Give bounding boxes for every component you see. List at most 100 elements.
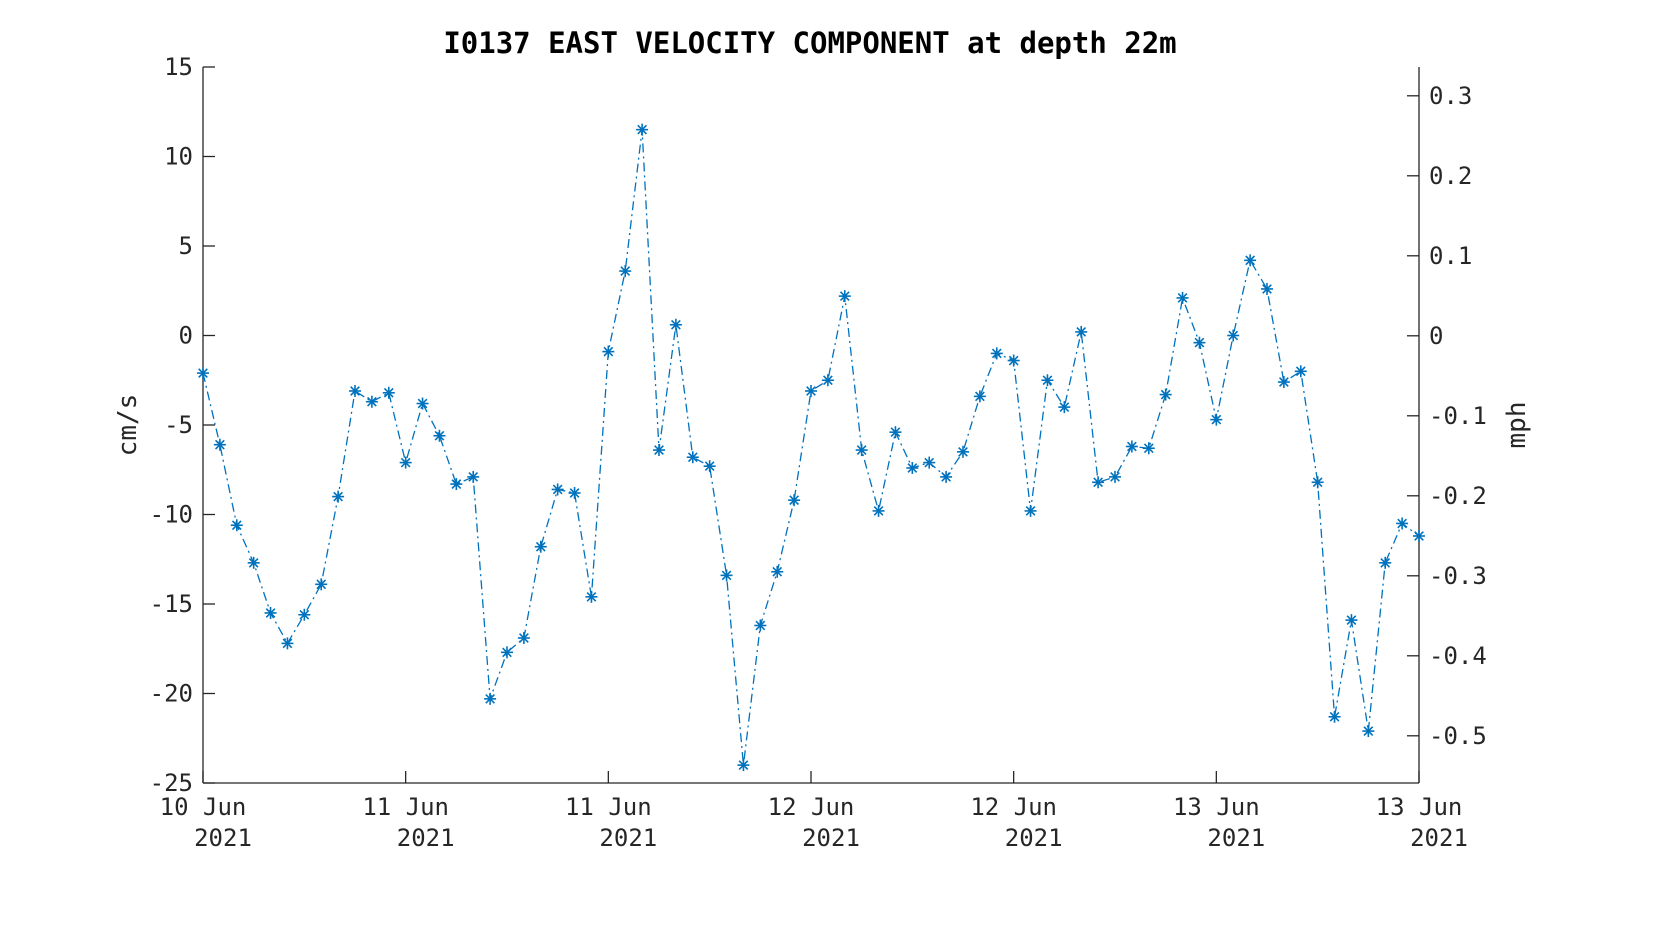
data-point-marker	[1362, 725, 1375, 738]
data-point-marker	[889, 426, 902, 439]
data-point-marker	[1413, 529, 1425, 542]
data-point-marker	[703, 460, 716, 473]
data-point-marker	[568, 487, 581, 500]
left-tick-label: 0	[179, 322, 193, 350]
data-point-marker	[382, 386, 395, 399]
data-point-marker	[315, 578, 328, 591]
data-point-marker	[1125, 440, 1138, 453]
data-point-marker	[821, 374, 834, 387]
series-line	[202, 129, 1420, 766]
data-point-marker	[805, 384, 817, 397]
right-tick-label: 0.2	[1429, 162, 1472, 190]
data-point-marker	[855, 444, 868, 457]
data-point-marker	[467, 470, 480, 483]
data-point-marker	[669, 318, 682, 331]
data-point-marker	[1075, 325, 1088, 338]
right-tick-label: -0.1	[1429, 402, 1487, 430]
right-tick-label: -0.3	[1429, 562, 1487, 590]
chart-title: I0137 EAST VELOCITY COMPONENT at depth 2…	[443, 26, 1176, 60]
x-tick-label-year: 2021	[599, 824, 657, 852]
data-point-marker	[450, 478, 463, 491]
data-point-marker	[1109, 470, 1121, 483]
data-point-marker	[264, 606, 277, 619]
x-tick-label-year: 2021	[1005, 824, 1063, 852]
data-point-marker	[1345, 614, 1358, 627]
data-point-marker	[1092, 476, 1105, 489]
data-point-marker	[1007, 354, 1020, 367]
data-point-marker	[1176, 291, 1189, 304]
x-tick-label-date: 13 Jun	[1173, 793, 1260, 821]
left-tick-label: 15	[164, 53, 193, 81]
data-point-marker	[1193, 336, 1206, 349]
data-point-marker	[1396, 517, 1409, 530]
y-axis-label-left: cm/s	[113, 394, 143, 457]
right-tick-label: -0.4	[1429, 642, 1487, 670]
series-east-velocity	[197, 123, 1425, 772]
data-point-marker	[720, 569, 733, 582]
x-tick-label-year: 2021	[1410, 824, 1468, 852]
data-point-marker	[771, 565, 784, 578]
data-point-marker	[349, 384, 361, 397]
data-point-marker	[636, 123, 649, 136]
left-tick-label: -25	[150, 769, 193, 797]
data-point-marker	[686, 451, 699, 464]
data-point-marker	[838, 290, 851, 303]
data-point-marker	[1328, 710, 1341, 723]
data-point-marker	[197, 367, 209, 380]
left-tick-label: -20	[150, 680, 193, 708]
data-point-marker	[1261, 282, 1273, 295]
data-point-marker	[416, 397, 429, 410]
data-point-marker	[602, 345, 615, 358]
right-tick-label: 0	[1429, 322, 1443, 350]
left-tick-label: 10	[164, 143, 193, 171]
plot-axes	[202, 67, 1420, 784]
data-point-marker	[213, 438, 226, 451]
left-tick-label: 5	[179, 232, 193, 260]
data-point-marker	[501, 646, 513, 659]
data-point-marker	[1227, 329, 1240, 342]
x-tick-label-year: 2021	[194, 824, 252, 852]
data-point-marker	[365, 395, 378, 408]
data-point-marker	[1159, 388, 1172, 401]
data-point-marker	[788, 494, 801, 507]
x-tick-label-date: 11 Jun	[565, 793, 652, 821]
data-point-marker	[534, 540, 547, 553]
data-point-marker	[957, 445, 969, 458]
x-tick-label-date: 11 Jun	[362, 793, 449, 821]
data-point-marker	[1041, 374, 1054, 387]
data-point-marker	[399, 456, 412, 469]
data-point-marker	[1058, 401, 1071, 414]
left-tick-label: -15	[150, 590, 193, 618]
data-point-marker	[653, 444, 665, 457]
x-tick-label-year: 2021	[397, 824, 455, 852]
data-point-marker	[973, 390, 986, 403]
data-point-marker	[1024, 504, 1037, 517]
data-point-marker	[298, 608, 311, 621]
x-tick-label-date: 12 Jun	[970, 793, 1057, 821]
left-tick-label: -5	[164, 411, 193, 439]
x-tick-label-date: 10 Jun	[160, 793, 247, 821]
data-point-marker	[484, 692, 497, 705]
data-point-marker	[737, 759, 750, 772]
data-point-marker	[1210, 413, 1223, 426]
x-tick-label-year: 2021	[1207, 824, 1265, 852]
data-point-marker	[517, 632, 530, 645]
x-tick-label-year: 2021	[802, 824, 860, 852]
data-point-marker	[619, 265, 632, 278]
data-point-marker	[940, 470, 953, 483]
right-tick-label: -0.2	[1429, 482, 1487, 510]
x-ticks: 10 Jun 2021 11 Jun 2021 11 Jun 2021 12 Jun 2021…	[160, 771, 1468, 852]
right-tick-label: 0.1	[1429, 242, 1472, 270]
x-tick-label-date: 13 Jun	[1376, 793, 1463, 821]
data-point-marker	[1244, 254, 1257, 267]
data-point-marker	[872, 504, 885, 517]
data-point-marker	[1379, 556, 1392, 569]
data-point-marker	[754, 619, 767, 632]
left-tick-label: -10	[150, 501, 193, 529]
data-point-marker	[923, 456, 936, 469]
data-point-marker	[906, 461, 919, 474]
data-point-marker	[585, 590, 598, 603]
data-point-marker	[1277, 376, 1290, 389]
right-y-ticks: -0.5 -0.4 -0.3 -0.2 -0.1 0 0.1 0.2 0.3	[1407, 82, 1487, 750]
